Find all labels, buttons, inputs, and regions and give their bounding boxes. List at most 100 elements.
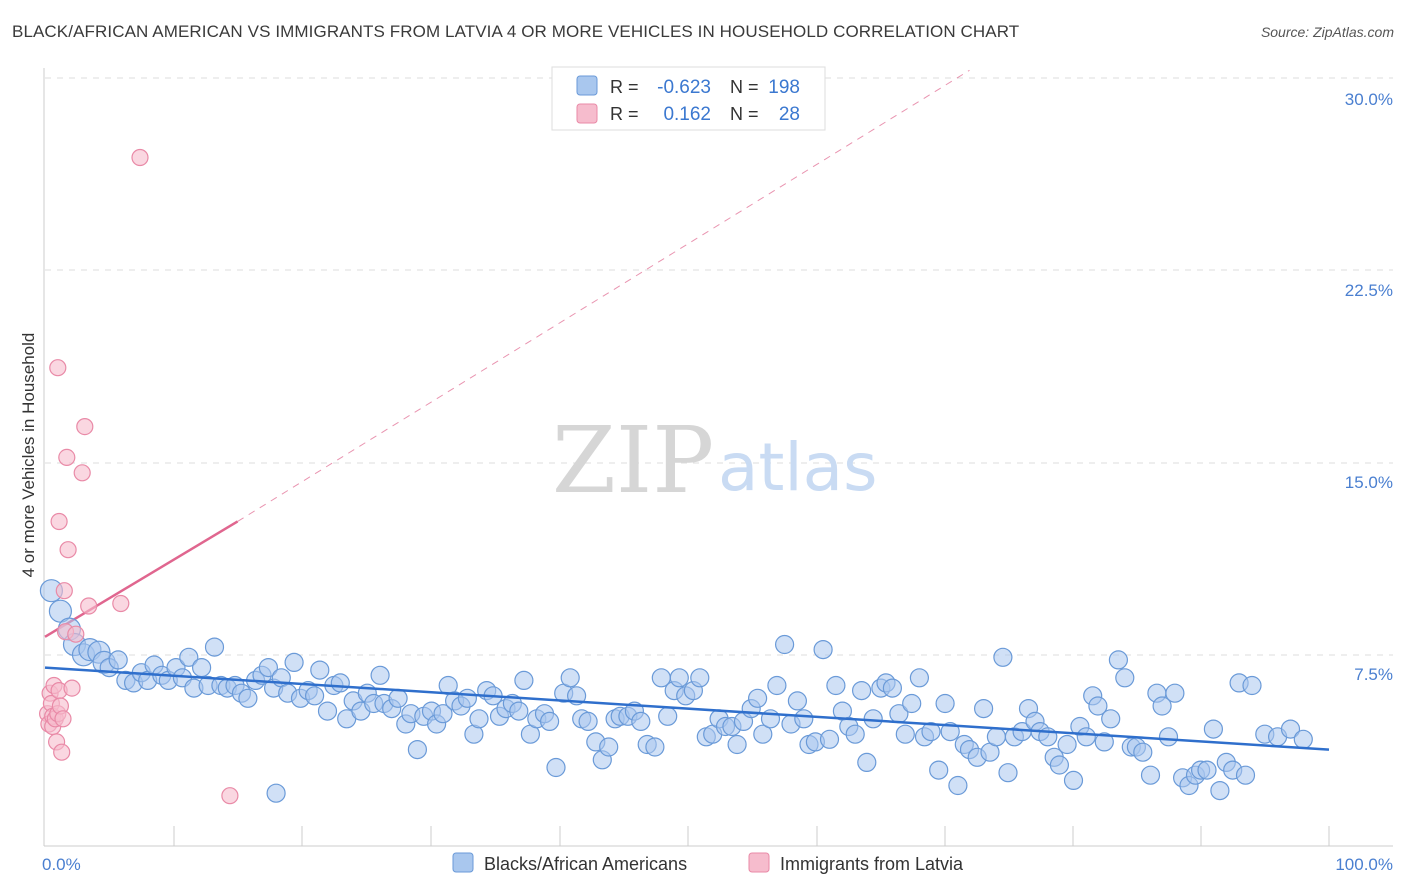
source-label: Source: ZipAtlas.com — [1260, 24, 1394, 40]
pink-trend-line — [44, 520, 239, 638]
blue-data-point — [993, 647, 1013, 667]
blue-data-point — [895, 724, 915, 744]
blue-data-point — [851, 680, 872, 701]
blue-data-point — [1165, 683, 1185, 703]
blue-data-point — [1115, 668, 1135, 688]
pink-data-point — [67, 625, 85, 643]
blue-data-point — [690, 668, 710, 688]
blue-data-point — [1203, 719, 1224, 739]
blue-data-point — [1076, 727, 1096, 747]
legend-n-label: N = — [730, 104, 759, 124]
pink-trend-extension — [237, 69, 970, 522]
pink-data-point — [73, 464, 91, 482]
blue-data-point — [882, 678, 903, 698]
legend-n-label: N = — [730, 77, 759, 97]
blue-data-point — [509, 701, 529, 721]
blue-data-point — [1158, 727, 1179, 747]
pink-data-point — [80, 597, 98, 615]
blue-data-point — [310, 660, 330, 680]
blue-data-point — [317, 701, 338, 721]
pink-data-point — [58, 448, 76, 466]
blue-data-point — [258, 657, 278, 678]
blue-data-point — [108, 650, 128, 670]
pink-data-point — [55, 582, 73, 600]
blue-data-point — [863, 709, 883, 729]
blue-data-point — [1242, 675, 1262, 696]
pink-data-point — [53, 743, 71, 761]
y-tick-label: 7.5% — [1354, 665, 1393, 684]
blue-data-point — [560, 668, 580, 688]
series-legend: Blacks/African Americans Immigrants from… — [452, 852, 964, 874]
blue-data-point — [1049, 755, 1070, 775]
blue-data-point — [819, 729, 840, 749]
legend-r-value: 0.162 — [663, 104, 711, 125]
pink-data-point — [49, 359, 67, 377]
series-legend-swatch-blue[interactable] — [452, 852, 474, 873]
blue-data-point — [929, 760, 949, 780]
blue-points-layer — [39, 579, 1313, 803]
pink-data-point — [63, 679, 81, 697]
blue-data-point — [1140, 765, 1161, 785]
series-legend-label-pink[interactable]: Immigrants from Latvia — [780, 854, 964, 874]
blue-data-point — [909, 668, 930, 688]
blue-trend-layer — [44, 666, 1330, 751]
legend-n-value: 198 — [768, 77, 800, 98]
pink-trend-layer — [44, 69, 970, 638]
blue-data-point — [986, 727, 1007, 747]
legend-r-label: R = — [610, 104, 639, 124]
blue-data-point — [787, 691, 808, 711]
blue-data-point — [1088, 696, 1108, 716]
blue-data-point — [747, 688, 768, 708]
blue-data-point — [330, 673, 350, 693]
blue-data-point — [1152, 696, 1172, 716]
blue-data-point — [973, 698, 994, 719]
series-legend-label-blue[interactable]: Blacks/African Americans — [484, 854, 687, 874]
blue-trend-line — [44, 666, 1330, 751]
blue-data-point — [1063, 770, 1084, 791]
blue-data-point — [1108, 650, 1129, 670]
pink-data-point — [221, 787, 239, 805]
blue-data-point — [1293, 729, 1313, 749]
pink-data-point — [76, 418, 94, 436]
blue-data-point — [940, 721, 960, 742]
blue-data-point — [1235, 765, 1256, 785]
pink-data-point — [59, 541, 77, 559]
blue-data-point — [370, 665, 390, 685]
blue-data-point — [599, 737, 619, 757]
pink-data-point — [50, 512, 68, 531]
blue-data-point — [388, 688, 408, 708]
blue-data-point — [727, 734, 747, 755]
blue-data-point — [902, 693, 922, 714]
blue-data-point — [1133, 742, 1153, 762]
y-axis-title: 4 or more Vehicles in Household — [19, 333, 38, 578]
blue-data-point — [669, 668, 689, 688]
blue-data-point — [179, 647, 199, 667]
blue-data-point — [767, 675, 787, 696]
blue-data-point — [631, 711, 651, 732]
blue-data-point — [457, 688, 477, 708]
blue-data-point — [546, 757, 566, 778]
blue-data-point — [284, 652, 304, 673]
blue-data-point — [998, 763, 1018, 783]
blue-data-point — [794, 709, 814, 729]
blue-data-point — [1210, 780, 1230, 801]
pink-data-point — [131, 148, 149, 167]
blue-data-point — [948, 775, 968, 796]
blue-data-point — [1197, 760, 1217, 780]
pink-data-point — [112, 594, 130, 613]
chart-title: BLACK/AFRICAN AMERICAN VS IMMIGRANTS FRO… — [12, 22, 1020, 41]
y-tick-label: 15.0% — [1345, 473, 1393, 492]
x-tick-label-max: 100.0% — [1335, 855, 1393, 874]
blue-data-point — [433, 704, 453, 724]
legend-swatch-blue — [576, 75, 598, 96]
watermark-zip: ZIP — [552, 407, 714, 514]
series-legend-swatch-pink[interactable] — [748, 852, 770, 873]
y-tick-label: 30.0% — [1345, 90, 1393, 109]
blue-data-point — [578, 711, 598, 732]
blue-data-point — [857, 752, 877, 773]
blue-data-point — [774, 634, 795, 655]
pink-data-point — [54, 710, 72, 728]
blue-data-point — [935, 693, 955, 714]
legend-r-value: -0.623 — [657, 77, 711, 98]
